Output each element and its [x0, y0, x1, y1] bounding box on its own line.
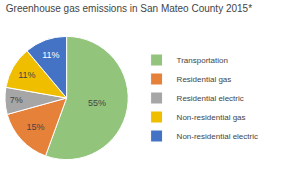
svg-text:Residential electric: Residential electric: [177, 94, 244, 103]
svg-text:11%: 11%: [18, 70, 35, 80]
svg-text:Non-residential electric: Non-residential electric: [177, 132, 258, 141]
svg-text:7%: 7%: [10, 95, 23, 105]
svg-text:Residential gas: Residential gas: [177, 75, 232, 84]
svg-text:15%: 15%: [27, 122, 45, 132]
svg-text:55%: 55%: [88, 98, 106, 108]
svg-text:11%: 11%: [42, 50, 59, 60]
svg-text:Transportation: Transportation: [177, 56, 228, 65]
svg-text:Non-residential gas: Non-residential gas: [177, 113, 246, 122]
svg-text:Greenhouse gas emissions in Sa: Greenhouse gas emissions in San Mateo Co…: [6, 3, 252, 14]
